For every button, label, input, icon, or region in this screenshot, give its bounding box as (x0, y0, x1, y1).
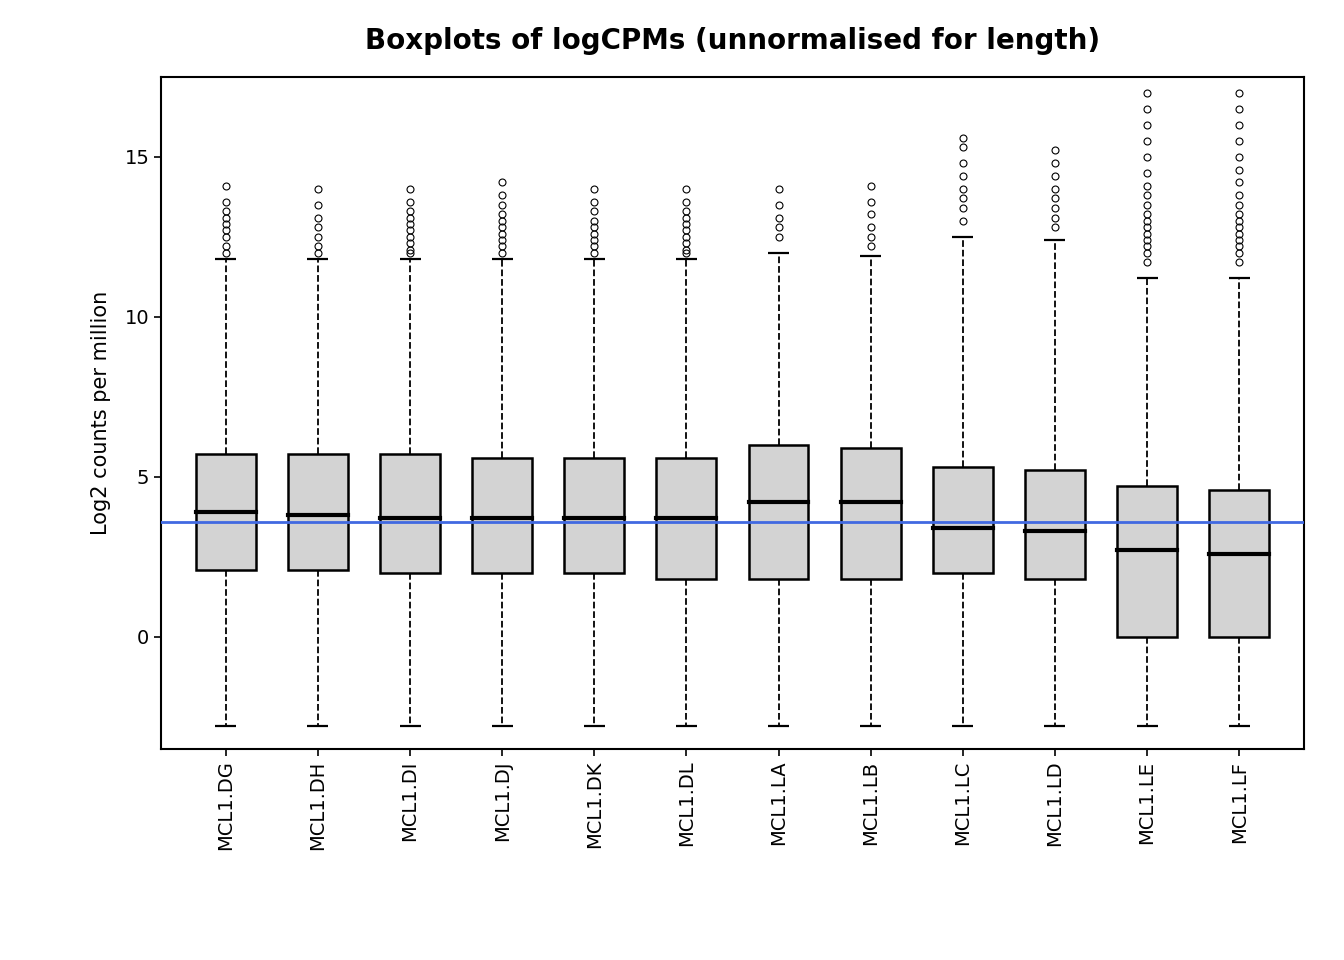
Bar (933, 468, 993, 573)
Bar (1117, 487, 1177, 636)
Bar (380, 454, 439, 573)
Bar (1025, 470, 1085, 579)
Title: Boxplots of logCPMs (unnormalised for length): Boxplots of logCPMs (unnormalised for le… (366, 27, 1099, 55)
Bar (564, 458, 624, 573)
Bar (196, 454, 255, 569)
Bar (749, 444, 809, 579)
Bar (656, 458, 716, 579)
Bar (472, 458, 532, 573)
Bar (841, 448, 900, 579)
Y-axis label: Log2 counts per million: Log2 counts per million (90, 291, 110, 535)
Bar (288, 454, 348, 569)
Bar (1210, 490, 1269, 636)
